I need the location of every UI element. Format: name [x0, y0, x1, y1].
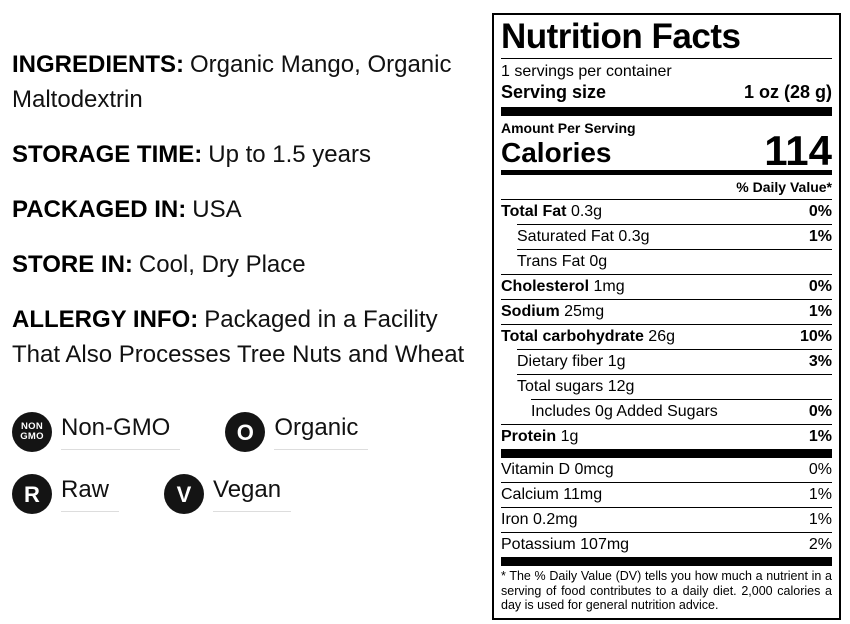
nutrient-name: Protein 1g	[501, 428, 579, 445]
non-gmo-icon: NON GMO	[12, 412, 52, 452]
field-label: INGREDIENTS:	[12, 51, 185, 78]
badge-label: Vegan	[213, 476, 292, 512]
nutrient-row-protein: Protein 1g 1%	[501, 424, 832, 449]
field-value: Packaged in a Facility That Also Process…	[12, 306, 465, 368]
raw-icon: R	[12, 474, 52, 514]
calories-label: Calories	[501, 137, 612, 168]
field-packaged-in: PACKAGED IN: USA	[12, 192, 490, 227]
nutrient-dv: 0%	[808, 461, 832, 478]
field-value: Organic Mango, Organic Maltodextrin	[12, 51, 452, 113]
nutrient-row-added-sugars: Includes 0g Added Sugars 0%	[531, 399, 832, 424]
serving-size-row: Serving size 1 oz (28 g)	[501, 81, 832, 107]
badge-raw[interactable]: R Raw	[12, 474, 120, 514]
field-ingredients: INGREDIENTS: Organic Mango, Organic Malto…	[12, 47, 490, 117]
servings-per-container: 1 servings per container	[501, 63, 672, 80]
medium-rule	[501, 170, 832, 175]
field-value: USA	[192, 196, 242, 223]
micronutrient-row-iron: Iron 0.2mg 1%	[501, 507, 832, 532]
daily-value-footnote: * The % Daily Value (DV) tells you how m…	[501, 569, 832, 612]
nutrient-row-total-sugars: Total sugars 12g	[517, 374, 832, 399]
field-label: STORE IN:	[12, 251, 133, 278]
nutrient-dv: 2%	[808, 536, 832, 553]
thick-rule	[501, 449, 832, 458]
nutrient-row-trans-fat: Trans Fat 0g	[517, 249, 832, 274]
daily-value-header: % Daily Value*	[736, 179, 832, 195]
nutrient-name: Cholesterol 1mg	[501, 278, 625, 295]
serving-size-value: 1 oz (28 g)	[743, 82, 832, 102]
nutrient-name: Potassium 107mg	[501, 536, 630, 553]
badge-row: R Raw V Vegan	[12, 474, 490, 514]
nutrient-name: Total sugars 12g	[517, 378, 635, 395]
nutrition-facts-label: Nutrition Facts 1 servings per container…	[492, 13, 841, 620]
nutrient-row-saturated-fat: Saturated Fat 0.3g 1%	[517, 224, 832, 249]
nutrient-name: Calcium 11mg	[501, 486, 603, 503]
nutrient-dv: 1%	[808, 303, 832, 320]
thick-rule	[501, 557, 832, 566]
vegan-icon: V	[164, 474, 205, 514]
field-label: PACKAGED IN:	[12, 196, 187, 223]
badge-non-gmo[interactable]: NON GMO Non-GMO	[12, 412, 181, 452]
field-store-in: STORE IN: Cool, Dry Place	[12, 247, 490, 282]
nutrient-row-total-fat: Total Fat 0.3g 0%	[501, 199, 832, 224]
nutrient-dv: 0%	[808, 403, 832, 420]
micronutrient-row-calcium: Calcium 11mg 1%	[501, 482, 832, 507]
nutrient-name: Saturated Fat 0.3g	[517, 228, 650, 245]
nutrient-name: Trans Fat 0g	[517, 253, 608, 270]
nutrient-dv: 1%	[808, 486, 832, 503]
badge-label: Raw	[61, 476, 120, 512]
nutrient-dv: 0%	[808, 278, 832, 295]
badge-label: Non-GMO	[61, 414, 181, 450]
nutrient-name: Includes 0g Added Sugars	[531, 403, 718, 420]
nutrient-dv: 1%	[808, 428, 832, 445]
field-value: Up to 1.5 years	[208, 141, 371, 168]
nutrient-name: Iron 0.2mg	[501, 511, 578, 528]
nutrition-facts-title: Nutrition Facts	[501, 15, 832, 59]
calories-row: Calories 114	[501, 127, 832, 174]
attribute-badges: NON GMO Non-GMO O Organic R Raw V Vegan	[12, 412, 490, 514]
field-label: ALLERGY INFO:	[12, 306, 199, 333]
nutrient-dv: 3%	[808, 353, 832, 370]
nutrient-row-sodium: Sodium 25mg 1%	[501, 299, 832, 324]
micronutrient-row-potassium: Potassium 107mg 2%	[501, 532, 832, 557]
nutrient-row-total-carbohydrate: Total carbohydrate 26g 10%	[501, 324, 832, 349]
nutrient-dv: 0%	[808, 203, 832, 220]
nutrient-row-dietary-fiber: Dietary fiber 1g 3%	[517, 349, 832, 374]
field-label: STORAGE TIME:	[12, 141, 203, 168]
badge-vegan[interactable]: V Vegan	[164, 474, 292, 514]
field-allergy-info: ALLERGY INFO: Packaged in a Facility That…	[12, 302, 490, 372]
product-details: INGREDIENTS: Organic Mango, Organic Malto…	[12, 47, 490, 536]
micronutrient-row-vitamin-d: Vitamin D 0mcg 0%	[501, 458, 832, 482]
nutrient-name: Total Fat 0.3g	[501, 203, 603, 220]
badge-organic[interactable]: O Organic	[225, 412, 369, 452]
nutrient-name: Vitamin D 0mcg	[501, 461, 614, 478]
nutrient-dv: 1%	[808, 228, 832, 245]
field-value: Cool, Dry Place	[138, 251, 306, 278]
serving-size-label: Serving size	[501, 82, 607, 102]
nutrient-row-cholesterol: Cholesterol 1mg 0%	[501, 274, 832, 299]
badge-row: NON GMO Non-GMO O Organic	[12, 412, 490, 452]
nutrient-name: Total carbohydrate 26g	[501, 328, 675, 345]
nutrient-dv: 1%	[808, 511, 832, 528]
amount-per-serving: Amount Per Serving	[501, 120, 636, 136]
thick-rule	[501, 107, 832, 116]
badge-label: Organic	[274, 414, 369, 450]
organic-icon: O	[225, 412, 266, 452]
field-storage-time: STORAGE TIME: Up to 1.5 years	[12, 137, 490, 172]
nutrient-dv: 10%	[799, 328, 832, 345]
calories-value: 114	[764, 127, 832, 174]
nutrient-name: Dietary fiber 1g	[517, 353, 626, 370]
nutrient-name: Sodium 25mg	[501, 303, 605, 320]
